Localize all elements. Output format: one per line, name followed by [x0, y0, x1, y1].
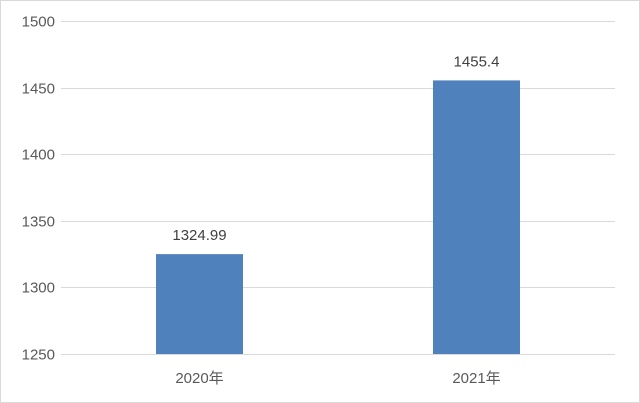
bars [156, 80, 520, 355]
y-tick-label: 1350 [22, 214, 55, 231]
bar [156, 254, 243, 354]
gridlines [61, 21, 615, 355]
y-tick-label: 1500 [22, 14, 55, 31]
y-tick-label: 1400 [22, 147, 55, 164]
y-tick-label: 1250 [22, 347, 55, 364]
y-axis-ticks: 1250 1300 1350 1400 1450 1500 [22, 14, 55, 364]
x-tick-label: 2020年 [175, 370, 223, 387]
data-labels: 1324.99 1455.4 [172, 53, 499, 244]
bar [433, 80, 520, 355]
x-axis-ticks: 2020年 2021年 [175, 370, 500, 387]
data-label: 1455.4 [454, 53, 500, 70]
data-label: 1324.99 [172, 227, 226, 244]
x-tick-label: 2021年 [452, 370, 500, 387]
y-tick-label: 1300 [22, 280, 55, 297]
y-tick-label: 1450 [22, 81, 55, 98]
